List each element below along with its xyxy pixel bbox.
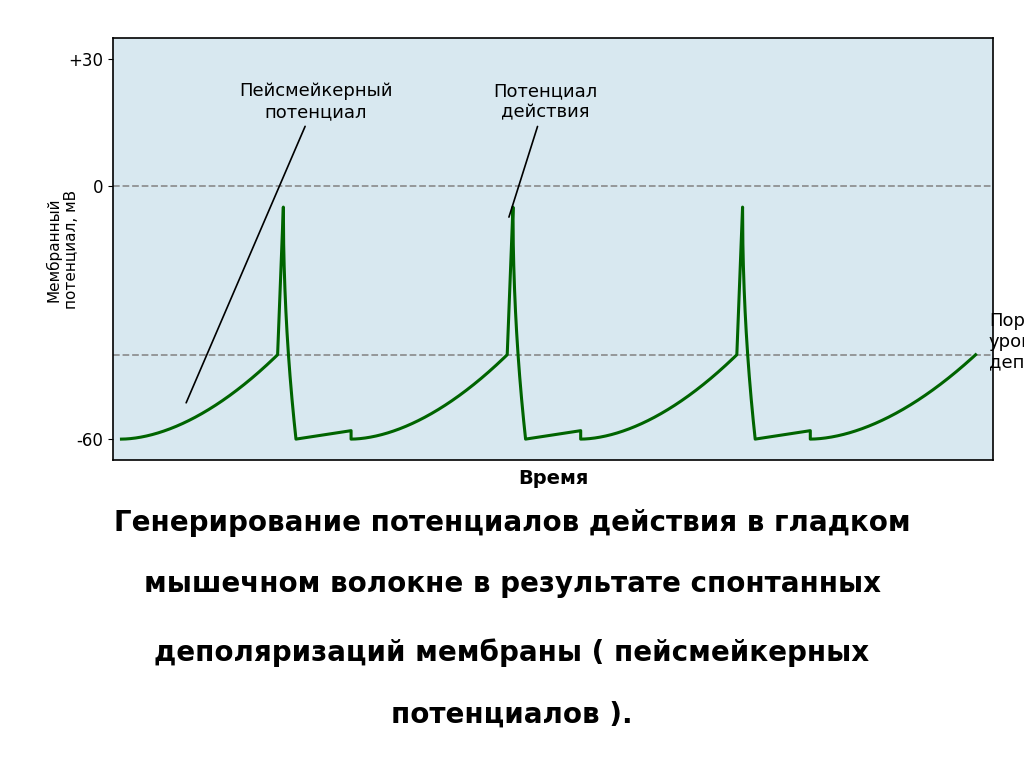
- X-axis label: Время: Время: [518, 469, 588, 488]
- Y-axis label: Мембранный
потенциал, мВ: Мембранный потенциал, мВ: [46, 189, 79, 309]
- Text: деполяризаций мембраны ( пейсмейкерных: деполяризаций мембраны ( пейсмейкерных: [155, 639, 869, 667]
- Text: Потенциал
действия: Потенциал действия: [494, 82, 597, 217]
- Text: потенциалов ).: потенциалов ).: [391, 700, 633, 729]
- Text: Пороговый
уровень
деполяризации: Пороговый уровень деполяризации: [989, 312, 1024, 372]
- Text: Пейсмейкерный
потенциал: Пейсмейкерный потенциал: [186, 82, 392, 403]
- Text: Генерирование потенциалов действия в гладком: Генерирование потенциалов действия в гла…: [114, 509, 910, 537]
- Text: мышечном волокне в результате спонтанных: мышечном волокне в результате спонтанных: [143, 570, 881, 598]
